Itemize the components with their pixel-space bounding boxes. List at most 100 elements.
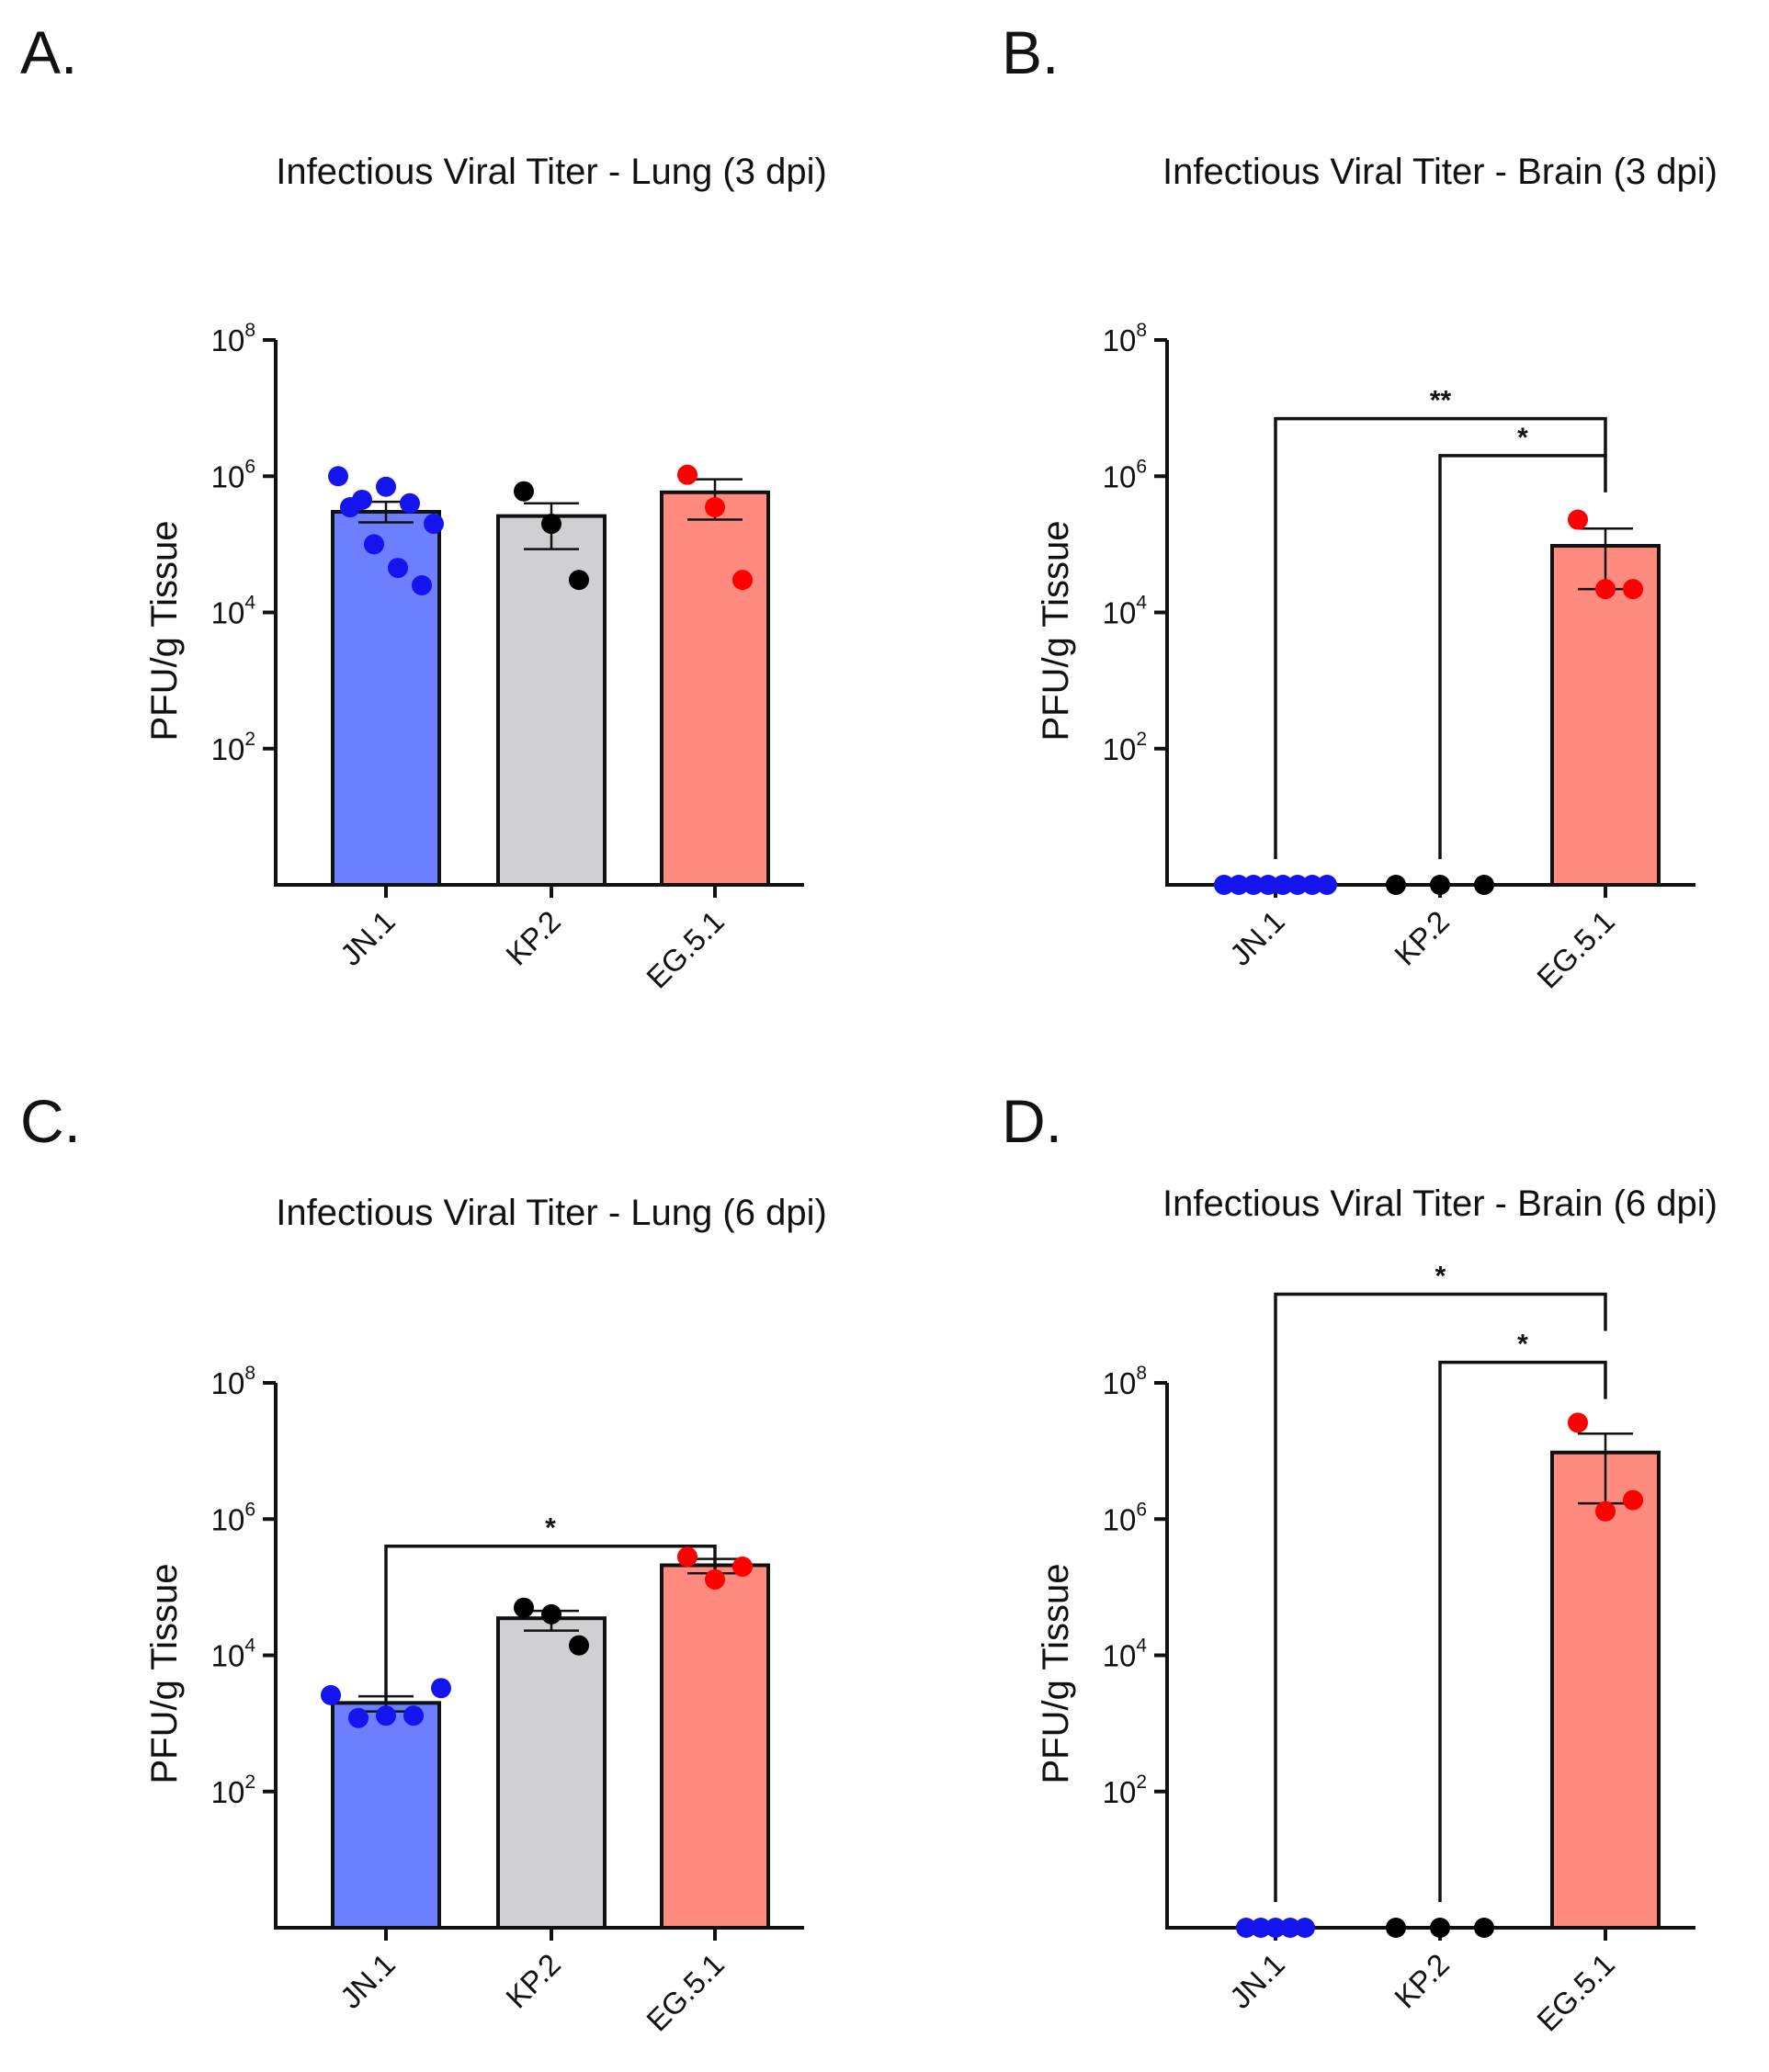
data-point-EG.5.1 (732, 1557, 753, 1578)
data-point-JN.1 (364, 534, 384, 555)
chart-area: * * 102 104 106 108 PFU/g Tissue JN.1 KP.2 EG.5.1 (1036, 1262, 1695, 2038)
data-point-JN.1 (424, 514, 444, 535)
y-tick-label: 104 (211, 1636, 256, 1673)
significance-bracket (384, 1545, 717, 1703)
panel-b: B. Infectious Viral Titer - Brain (3 dpi… (1002, 18, 1718, 995)
significance-bracket (1438, 1360, 1607, 1902)
data-point-KP.2 (1386, 875, 1406, 895)
data-point-EG.5.1 (1595, 1500, 1616, 1522)
significance-bracket (1274, 416, 1607, 859)
bar-KP.2 (496, 1616, 607, 1930)
x-tick-label: EG.5.1 (1530, 904, 1621, 995)
data-point-KP.2 (541, 1603, 561, 1625)
data-point-EG.5.1 (1568, 1412, 1588, 1433)
panel-c: C. Infectious Viral Titer - Lung (6 dpi)… (20, 1087, 827, 2038)
y-axis-label: PFU/g Tissue (1036, 520, 1076, 741)
y-axis-label: PFU/g Tissue (144, 520, 185, 741)
data-point-JN.1 (340, 497, 360, 518)
data-point-KP.2 (541, 514, 561, 535)
data-point-JN.1 (1251, 1918, 1271, 1938)
data-point-JN.1 (412, 575, 432, 596)
bar-KP.2 (496, 514, 607, 887)
y-tick-label: 108 (1103, 1363, 1147, 1400)
data-point-EG.5.1 (1595, 579, 1616, 600)
data-point-JN.1 (403, 1705, 424, 1727)
data-point-KP.2 (514, 481, 534, 502)
data-point-JN.1 (1273, 875, 1293, 895)
significance-bracket (1274, 1292, 1607, 1902)
x-tick-label: JN.1 (1223, 1947, 1291, 2015)
x-tick-label: EG.5.1 (640, 904, 731, 995)
significance-label: * (1517, 1330, 1528, 1360)
significance-bracket (1438, 454, 1607, 859)
data-point-KP.2 (1430, 875, 1450, 895)
x-tick-label: EG.5.1 (640, 1947, 731, 2038)
y-axis-label: PFU/g Tissue (144, 1563, 185, 1783)
y-tick-label: 104 (1103, 1636, 1148, 1673)
y-tick-label: 106 (1103, 456, 1147, 493)
data-point-JN.1 (1243, 875, 1264, 895)
data-point-JN.1 (321, 1684, 341, 1705)
data-point-KP.2 (1386, 1918, 1406, 1938)
bar-JN.1 (331, 1701, 441, 1930)
panel-letter: B. (1002, 18, 1059, 86)
data-point-JN.1 (1302, 875, 1322, 895)
data-point-JN.1 (328, 466, 348, 487)
bar-JN.1 (331, 510, 441, 887)
data-point-JN.1 (348, 1707, 369, 1728)
significance-label: ** (1430, 386, 1452, 416)
data-point-KP.2 (1474, 1918, 1494, 1938)
bar-EG.5.1 (1550, 544, 1661, 887)
significance-label: * (545, 1513, 556, 1544)
data-point-KP.2 (1430, 1918, 1450, 1938)
chart-title: Infectious Viral Titer - Lung (3 dpi) (276, 152, 827, 192)
data-point-JN.1 (1295, 1918, 1315, 1938)
bar-EG.5.1 (660, 490, 770, 887)
data-point-KP.2 (514, 1597, 534, 1618)
y-tick-label: 102 (1103, 1772, 1147, 1809)
x-tick-label: JN.1 (334, 904, 402, 972)
data-point-JN.1 (1229, 875, 1249, 895)
data-point-JN.1 (1280, 1918, 1300, 1938)
data-point-JN.1 (376, 476, 396, 497)
y-tick-label: 102 (211, 1772, 255, 1809)
y-tick-label: 104 (1103, 593, 1148, 630)
panel-letter: C. (20, 1087, 81, 1155)
y-tick-label: 108 (211, 1363, 255, 1400)
panel-a: A. Infectious Viral Titer - Lung (3 dpi)… (20, 18, 827, 995)
panel-letter: D. (1002, 1087, 1062, 1155)
data-point-JN.1 (376, 1705, 396, 1727)
x-tick-label: KP.2 (499, 904, 567, 972)
data-point-KP.2 (569, 1635, 589, 1656)
data-point-EG.5.1 (677, 1546, 697, 1568)
bar-EG.5.1 (1550, 1450, 1661, 1930)
data-point-EG.5.1 (732, 570, 753, 591)
data-point-JN.1 (1214, 875, 1234, 895)
chart-title: Infectious Viral Titer - Brain (6 dpi) (1162, 1183, 1718, 1224)
data-point-EG.5.1 (677, 464, 697, 485)
data-point-KP.2 (1474, 875, 1494, 895)
bar-EG.5.1 (660, 1563, 770, 1930)
data-point-JN.1 (431, 1678, 451, 1699)
x-tick-label: KP.2 (1388, 904, 1456, 972)
panel-d: D. Infectious Viral Titer - Brain (6 dpi… (1002, 1087, 1718, 2038)
data-point-EG.5.1 (1568, 509, 1588, 530)
significance-label: * (1517, 423, 1528, 453)
x-tick-label: JN.1 (1223, 904, 1291, 972)
x-tick-label: KP.2 (499, 1947, 567, 2015)
y-tick-label: 108 (1103, 320, 1147, 357)
chart-title: Infectious Viral Titer - Lung (6 dpi) (276, 1193, 827, 1233)
y-tick-label: 106 (211, 456, 255, 493)
y-tick-label: 106 (211, 1499, 255, 1536)
y-axis-label: PFU/g Tissue (1036, 1563, 1076, 1783)
y-tick-label: 108 (211, 320, 255, 357)
chart-area: * 102 104 106 108 PFU/g Tissue JN.1 KP.2 EG.5.1 (144, 1363, 804, 2038)
data-point-KP.2 (569, 570, 589, 591)
data-point-EG.5.1 (705, 497, 725, 518)
x-tick-label: EG.5.1 (1530, 1947, 1621, 2038)
significance-label: * (1435, 1262, 1446, 1292)
x-tick-label: JN.1 (334, 1947, 402, 2015)
chart-area: 102 104 106 108 PFU/g Tissue JN.1 KP.2 EG.5.1 (144, 320, 804, 995)
